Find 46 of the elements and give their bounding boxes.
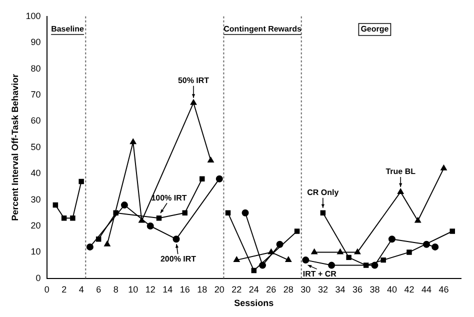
x-tick-label: 4 xyxy=(78,284,84,294)
x-tick-label: 18 xyxy=(197,284,208,294)
y-tick-label: 20 xyxy=(30,220,41,230)
annotation: CR Only xyxy=(307,188,340,198)
x-axis-title: Sessions xyxy=(234,298,274,308)
annotation: IRT + CR xyxy=(302,269,337,278)
y-tick-label: 100 xyxy=(26,10,41,21)
y-tick-label: 10 xyxy=(30,246,41,257)
annotation: George xyxy=(360,24,390,34)
y-tick-label: 80 xyxy=(30,63,41,74)
y-tick-label: 0 xyxy=(36,272,41,283)
annotation: Contingent Rewards xyxy=(224,24,302,34)
x-tick-label: 30 xyxy=(300,284,311,294)
x-tick-label: 42 xyxy=(404,284,414,294)
x-tick-label: 14 xyxy=(162,284,173,294)
x-tick-label: 28 xyxy=(283,284,294,294)
x-tick-label: 36 xyxy=(352,284,362,294)
y-axis-title: Percent Interval Off-Task Behavior xyxy=(10,73,20,221)
x-tick-label: 26 xyxy=(266,284,276,294)
y-tick-label: 30 xyxy=(30,194,41,204)
annotation: 200% IRT xyxy=(160,254,196,264)
annotation: Baseline xyxy=(51,24,85,34)
x-tick-label: 20 xyxy=(214,284,224,294)
annotation: 100% IRT xyxy=(151,193,187,202)
x-tick-label: 12 xyxy=(145,284,156,294)
annotation: 50% IRT xyxy=(178,76,210,86)
x-tick-label: 34 xyxy=(335,284,346,294)
x-tick-label: 10 xyxy=(128,284,138,294)
x-tick-label: 6 xyxy=(96,284,102,294)
x-tick-label: 8 xyxy=(113,284,118,294)
x-tick-label: 32 xyxy=(318,284,328,294)
x-tick-label: 40 xyxy=(386,284,397,294)
x-tick-label: 24 xyxy=(248,284,259,294)
y-tick-label: 90 xyxy=(30,37,41,48)
y-tick-label: 40 xyxy=(30,168,41,178)
y-tick-label: 50 xyxy=(30,142,41,152)
x-tick-label: 16 xyxy=(180,284,190,294)
annotation: True BL xyxy=(386,167,416,176)
x-tick-label: 2 xyxy=(62,284,67,294)
x-tick-label: 46 xyxy=(438,284,449,294)
x-tick-label: 38 xyxy=(370,284,380,294)
x-tick-label: 22 xyxy=(232,284,242,294)
y-tick-label: 70 xyxy=(30,89,41,100)
x-tick-label: 44 xyxy=(421,284,432,294)
x-tick-label: 0 xyxy=(44,284,50,294)
y-tick-label: 60 xyxy=(30,116,41,126)
